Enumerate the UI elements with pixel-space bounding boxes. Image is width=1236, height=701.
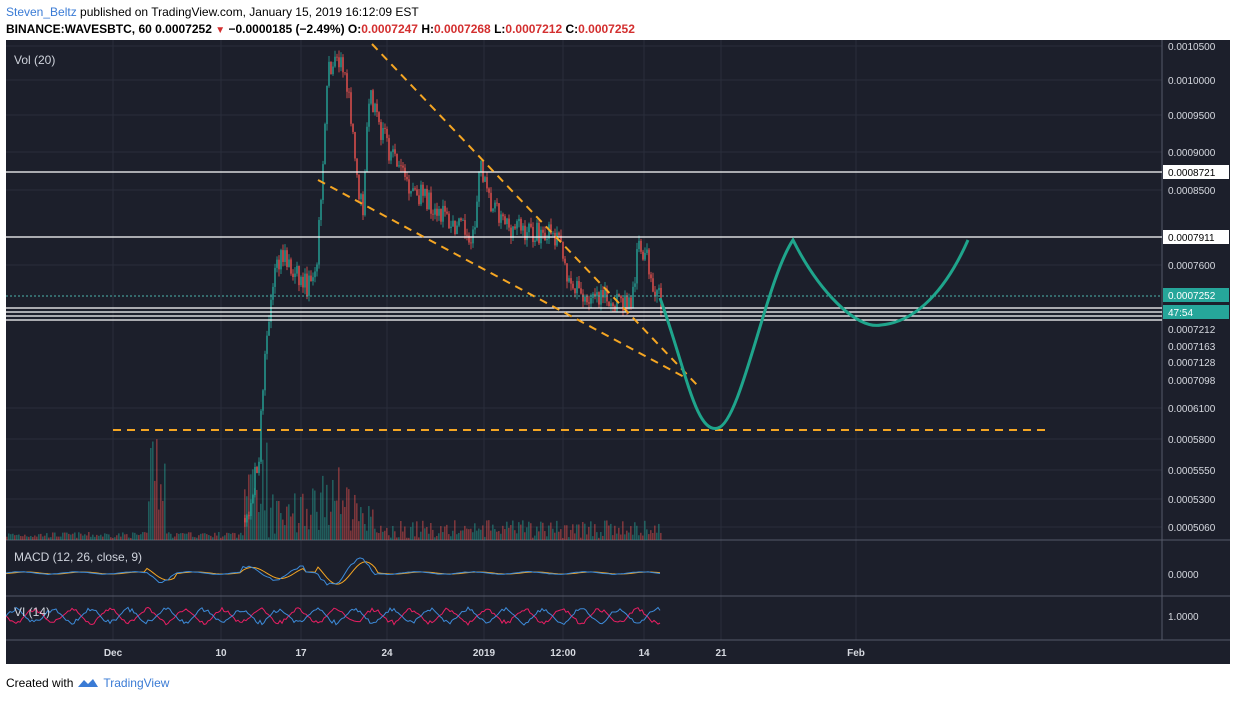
panel-label-1: MACD (12, 26, close, 9) xyxy=(14,550,142,564)
publish-info: Steven_Beltz published on TradingView.co… xyxy=(6,5,419,19)
panel-label-2: VI (14) xyxy=(14,605,50,619)
high-value: 0.0007268 xyxy=(434,22,491,36)
close-label: C: xyxy=(565,22,579,36)
price-change: −0.0000185 (−2.49%) xyxy=(228,22,345,36)
level-label-7: 0.0007098 xyxy=(1168,376,1216,387)
trading-chart[interactable]: Vol (20) MACD (12, 26, close, 9) 0.0000 VI … xyxy=(6,40,1230,664)
time-axis-label-2: 17 xyxy=(295,648,307,659)
footer: Created with TradingView xyxy=(6,676,169,690)
projected-price-path xyxy=(658,237,970,430)
high-label: H: xyxy=(421,22,434,36)
time-axis-label-3: 24 xyxy=(381,648,393,659)
level-label-bg-5 xyxy=(1163,339,1229,353)
panel-axis-label-1: 0.0000 xyxy=(1168,570,1199,581)
level-label-1: 0.0007911 xyxy=(1168,233,1215,244)
vi-minus-line xyxy=(6,606,661,626)
price-axis-label-6: 0.0006100 xyxy=(1168,404,1216,415)
low-value: 0.0007212 xyxy=(505,22,563,36)
price-axis-label-0: 0.0010500 xyxy=(1168,42,1216,53)
author-link[interactable]: Steven_Beltz xyxy=(6,5,77,19)
level-label-bg-3 xyxy=(1163,305,1229,319)
price-axis-label-9: 0.0005300 xyxy=(1168,495,1216,506)
time-axis-label-0: Dec xyxy=(104,648,123,659)
price-axis-label-3: 0.0009000 xyxy=(1168,148,1216,159)
time-axis-label-6: 14 xyxy=(638,648,650,659)
price-axis-label-8: 0.0005550 xyxy=(1168,466,1216,477)
price-axis-label-2: 0.0009500 xyxy=(1168,111,1216,122)
level-label-bg-6 xyxy=(1163,355,1229,369)
price-axis-label-5: 0.0007600 xyxy=(1168,261,1216,272)
last-price: 0.0007252 xyxy=(155,22,212,36)
level-label-5: 0.0007163 xyxy=(1168,342,1216,353)
time-axis-label-5: 12:00 xyxy=(550,648,576,659)
time-axis-label-7: 21 xyxy=(715,648,727,659)
open-label: O: xyxy=(347,22,362,36)
price-axis-label-4: 0.0008500 xyxy=(1168,186,1216,197)
volume-bars xyxy=(6,439,662,540)
falling-wedge-pattern xyxy=(113,43,1051,431)
tradingview-logo-icon xyxy=(78,679,99,687)
open-value: 0.0007247 xyxy=(361,22,418,36)
level-label-0: 0.0008721 xyxy=(1168,168,1216,179)
price-axis-label-1: 0.0010000 xyxy=(1168,76,1216,87)
low-label: L: xyxy=(494,22,506,36)
symbol-info: BINANCE:WAVESBTC, 60 0.0007252 ▼ −0.0000… xyxy=(6,22,635,36)
vi-plus-line xyxy=(6,606,661,626)
panel-label-0: Vol (20) xyxy=(14,53,55,67)
created-with-label: Created with xyxy=(6,676,74,690)
close-value: 0.0007252 xyxy=(578,22,635,36)
level-label-2: 0.0007252 xyxy=(1168,291,1216,302)
down-arrow-icon: ▼ xyxy=(215,25,226,36)
tradingview-link[interactable]: TradingView xyxy=(103,676,170,690)
level-label-bg-1 xyxy=(1163,230,1229,244)
macd-line xyxy=(6,557,661,586)
time-axis-label-1: 10 xyxy=(215,648,227,659)
time-axis-label-8: Feb xyxy=(847,648,865,659)
chart-background xyxy=(6,40,1230,664)
publish-text: published on TradingView.com, January 15… xyxy=(76,5,419,19)
wedge-upper-line xyxy=(371,43,699,387)
level-label-bg-7 xyxy=(1163,373,1229,387)
symbol-label: BINANCE:WAVESBTC, 60 xyxy=(6,22,152,36)
price-axis-label-10: 0.0005060 xyxy=(1168,523,1216,534)
panel-axis-label-2: 1.0000 xyxy=(1168,612,1199,623)
level-label-bg-2 xyxy=(1163,288,1229,302)
price-candles xyxy=(244,50,662,527)
level-label-3: 47:54 xyxy=(1168,308,1193,319)
price-axis-label-7: 0.0005800 xyxy=(1168,435,1216,446)
level-label-bg-4 xyxy=(1163,322,1229,336)
level-label-6: 0.0007128 xyxy=(1168,358,1216,369)
level-label-4: 0.0007212 xyxy=(1168,325,1216,336)
time-axis-label-4: 2019 xyxy=(473,648,496,659)
level-label-bg-0 xyxy=(1163,165,1229,179)
